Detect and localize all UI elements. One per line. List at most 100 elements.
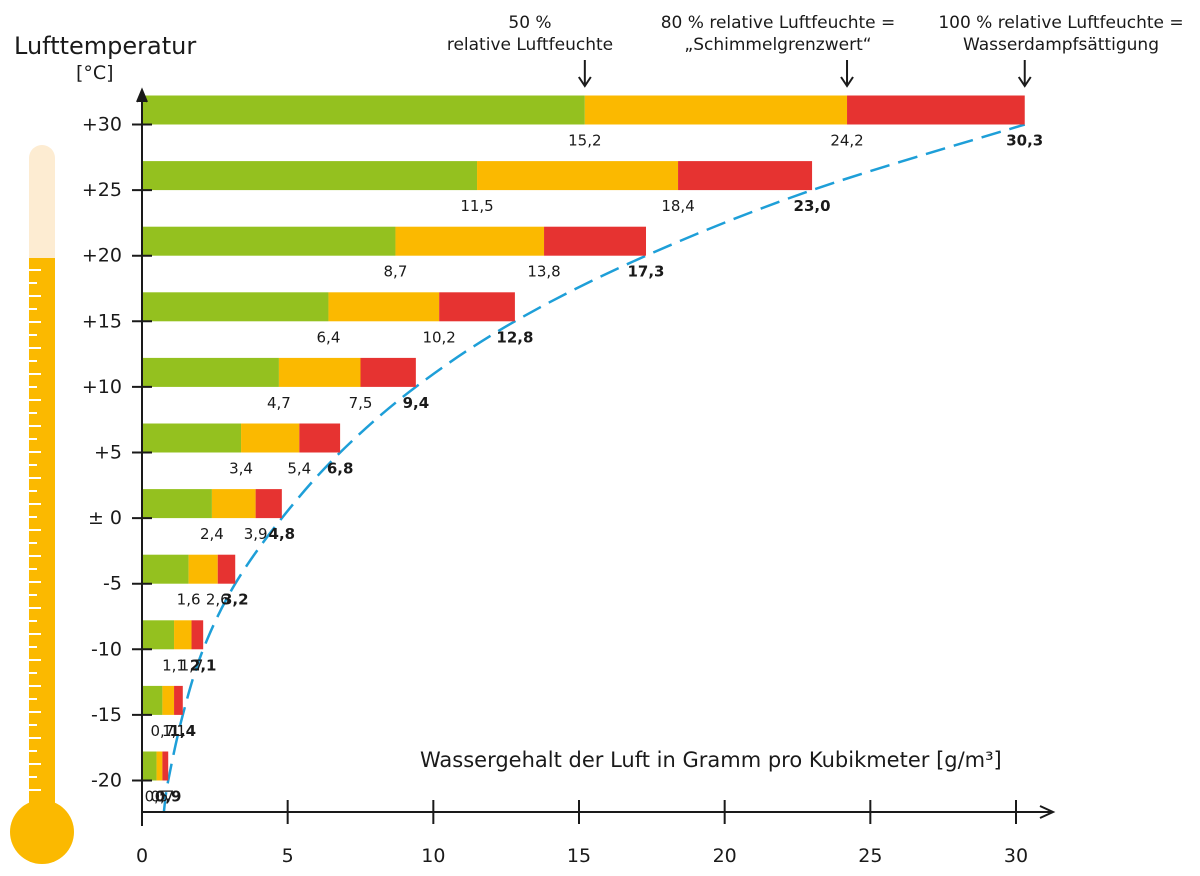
y-tick-label: +10 xyxy=(82,376,122,398)
bar-segment-1 xyxy=(142,620,175,650)
bar-segment-2 xyxy=(395,226,545,256)
data-label: 5,4 xyxy=(287,460,311,478)
bar-segment-2 xyxy=(278,357,361,387)
data-label: 11,5 xyxy=(460,197,493,215)
data-label: 12,8 xyxy=(496,328,533,346)
y-tick-label: +15 xyxy=(82,310,122,332)
bar-segment-3 xyxy=(847,95,1025,125)
bar-segment-3 xyxy=(255,489,282,519)
annotation-50-percent: 50 % relative Luftfeuchte xyxy=(430,12,630,56)
bar-segment-2 xyxy=(328,292,440,322)
annotation-line: 80 % relative Luftfeuchte = xyxy=(660,13,896,33)
bar-segment-3 xyxy=(162,751,169,781)
bar-segment-2 xyxy=(584,95,848,125)
bar-segment-3 xyxy=(439,292,515,322)
data-label: 1,1 xyxy=(162,722,186,740)
annotation-line: relative Luftfeuchte xyxy=(446,35,614,55)
data-label: 9,4 xyxy=(403,394,430,412)
x-axis-arrow xyxy=(1039,805,1056,819)
data-label: 6,8 xyxy=(327,460,354,478)
y-axis-title: Lufttemperatur xyxy=(14,32,197,60)
bar-segment-1 xyxy=(142,685,163,715)
data-label: 0,5 xyxy=(145,788,169,806)
y-tick-label: -5 xyxy=(103,573,122,595)
x-tick-label: 25 xyxy=(858,845,882,867)
annotation-line: Wasserdampfsättigung xyxy=(962,35,1159,55)
data-label: 0,7 xyxy=(150,788,174,806)
bar-segment-1 xyxy=(142,423,242,453)
data-label: 2,4 xyxy=(200,525,224,543)
annotation-arrow-head xyxy=(577,76,592,88)
x-tick-label: 15 xyxy=(567,845,591,867)
bar-segment-2 xyxy=(162,685,175,715)
data-label: 8,7 xyxy=(384,263,408,281)
data-label: 0,7 xyxy=(150,722,174,740)
bar-segment-1 xyxy=(142,554,189,584)
bar-segment-1 xyxy=(142,751,157,781)
x-tick-label: 20 xyxy=(713,845,737,867)
data-label: 17,3 xyxy=(627,263,664,281)
annotation-arrow-head xyxy=(840,76,854,88)
annotation-line: „Schimmelgrenzwert“ xyxy=(684,35,872,55)
data-label: 1,7 xyxy=(180,656,204,674)
y-tick-label: -10 xyxy=(91,638,122,660)
bar-segment-3 xyxy=(174,685,183,715)
x-axis-title: Wassergehalt der Luft in Gramm pro Kubik… xyxy=(420,748,1002,772)
x-tick-label: 10 xyxy=(421,845,445,867)
bar-segment-1 xyxy=(142,292,329,322)
data-label: 10,2 xyxy=(422,328,455,346)
data-label: 13,8 xyxy=(527,263,560,281)
bar-segment-1 xyxy=(142,161,478,191)
data-label: 6,4 xyxy=(317,328,341,346)
data-label: 2,1 xyxy=(190,656,217,674)
bar-segment-3 xyxy=(360,357,416,387)
y-axis-arrow xyxy=(136,87,148,103)
bar-segment-2 xyxy=(174,620,192,650)
saturation-curve xyxy=(162,123,1026,813)
bar-segment-1 xyxy=(142,226,396,256)
data-label: 23,0 xyxy=(794,197,831,215)
bar-segment-3 xyxy=(544,226,647,256)
data-label: 2,6 xyxy=(206,591,230,609)
data-label: 24,2 xyxy=(830,132,863,150)
y-tick-label: -20 xyxy=(91,770,122,792)
data-label: 30,3 xyxy=(1006,132,1043,150)
data-label: 18,4 xyxy=(661,197,694,215)
x-tick-label: 5 xyxy=(282,845,294,867)
x-tick-label: 30 xyxy=(1004,845,1028,867)
bar-segment-2 xyxy=(156,751,163,781)
x-tick-label: 0 xyxy=(136,845,148,867)
data-label: 3,9 xyxy=(244,525,268,543)
data-label: 0,9 xyxy=(155,788,182,806)
bar-segment-3 xyxy=(299,423,341,453)
bar-segment-3 xyxy=(191,620,204,650)
y-tick-label: +30 xyxy=(82,114,122,136)
bar-segment-1 xyxy=(142,489,212,519)
y-tick-label: +25 xyxy=(82,179,122,201)
bar-segment-2 xyxy=(477,161,679,191)
bar-segment-3 xyxy=(217,554,236,584)
data-label: 15,2 xyxy=(568,132,601,150)
annotation-line: 100 % relative Luftfeuchte = xyxy=(938,13,1184,33)
bar-segment-1 xyxy=(142,357,279,387)
annotation-line: 50 % xyxy=(508,13,552,33)
bar-segment-1 xyxy=(142,95,585,125)
data-label: 3,4 xyxy=(229,460,253,478)
y-tick-label: +5 xyxy=(94,442,122,464)
data-label: 1,6 xyxy=(177,591,201,609)
annotation-arrow-head xyxy=(1017,76,1032,88)
y-tick-label: +20 xyxy=(82,245,122,267)
data-label: 3,2 xyxy=(222,591,249,609)
bar-segment-2 xyxy=(241,423,300,453)
data-label: 4,8 xyxy=(269,525,296,543)
data-label: 7,5 xyxy=(349,394,373,412)
bar-segment-2 xyxy=(188,554,218,584)
data-label: 1,4 xyxy=(169,722,196,740)
bar-segment-2 xyxy=(211,489,256,519)
y-axis-unit: [°C] xyxy=(76,62,114,84)
annotation-80-percent: 80 % relative Luftfeuchte = „Schimmelgre… xyxy=(648,12,908,56)
annotation-100-percent: 100 % relative Luftfeuchte = Wasserdampf… xyxy=(930,12,1192,56)
data-label: 1,1 xyxy=(162,656,186,674)
y-tick-label: -15 xyxy=(91,704,122,726)
